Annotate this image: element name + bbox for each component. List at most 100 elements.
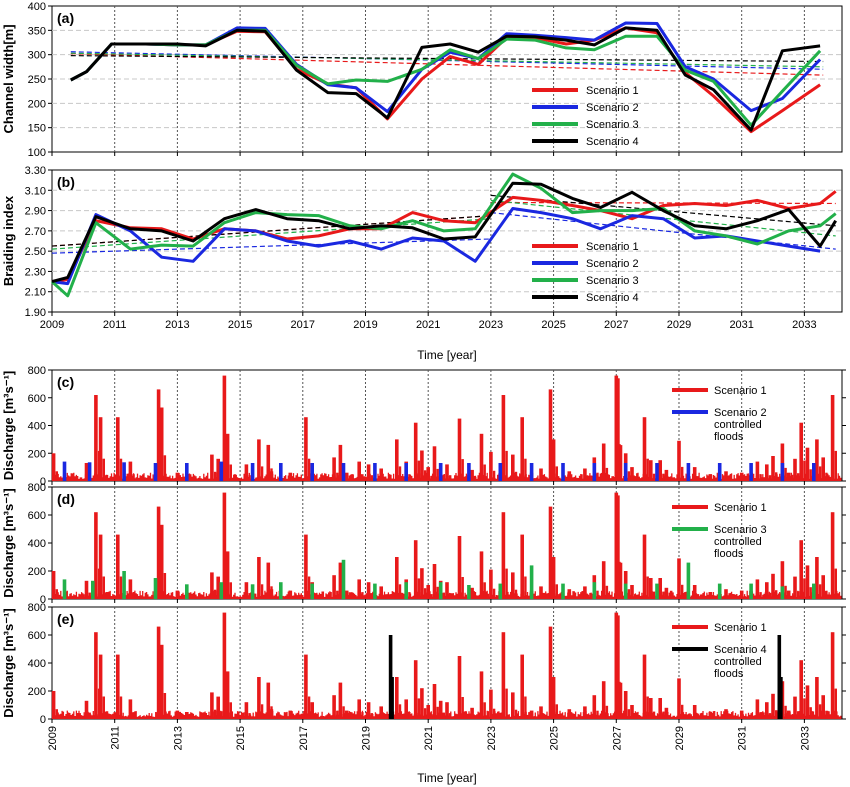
scenario1-discharge-peak-tail xyxy=(775,590,778,599)
scenario1-discharge-peak-tail xyxy=(759,592,762,599)
scenario1-discharge-peak-tail xyxy=(803,698,806,719)
panel-e-xlabel: Time [year] xyxy=(417,771,477,785)
scenario1-discharge-peak-tail xyxy=(273,477,276,481)
scenario1-discharge-peak xyxy=(332,695,336,719)
controlled-flood-bar xyxy=(91,580,95,599)
panel-b-xtick-label: 2029 xyxy=(667,319,691,331)
scenario1-discharge-peak xyxy=(304,654,308,719)
scenario1-discharge-peak-tail xyxy=(571,715,574,719)
scenario1-discharge-peak xyxy=(357,461,361,481)
scenario1-discharge-peak xyxy=(210,454,214,481)
scenario1-discharge-peak-tail xyxy=(430,594,433,599)
scenario1-discharge-peak-tail xyxy=(818,466,822,481)
scenario1-discharge-peak-tail xyxy=(132,592,135,599)
scenario1-discharge-peak-tail xyxy=(784,467,787,481)
panel-a-label: (a) xyxy=(57,10,74,26)
controlled-flood-bar xyxy=(373,583,377,599)
scenario1-discharge-peak-tail xyxy=(179,596,182,599)
controlled-flood-bar xyxy=(341,463,346,481)
scenario1-discharge-peak xyxy=(616,495,620,599)
scenario1-discharge-peak xyxy=(755,579,760,599)
panel-c-ytick-label: 400 xyxy=(28,421,46,433)
scenario1-discharge-peak xyxy=(357,579,361,599)
scenario1-discharge-peak xyxy=(266,444,271,481)
controlled-flood-bar xyxy=(185,463,189,481)
scenario1-discharge-peak-tail xyxy=(681,584,684,599)
legend-b-entry: Scenario 1 xyxy=(586,241,639,253)
scenario1-discharge-peak-tail xyxy=(417,578,421,599)
scenario1-discharge-peak-tail xyxy=(307,696,311,719)
scenario1-discharge-peak-tail xyxy=(605,585,609,599)
scenario1-discharge-peak-tail xyxy=(743,596,747,599)
panel-e-ytick-label: 600 xyxy=(28,630,46,642)
controlled-flood-bar xyxy=(529,565,534,599)
scenario1-discharge-peak-tail xyxy=(662,473,665,481)
scenario1-discharge-peak-tail xyxy=(260,584,264,599)
legend-d-entry-line3: floods xyxy=(714,548,744,560)
panel-b-xtick-label: 2011 xyxy=(103,319,127,331)
scenario1-discharge-peak-tail xyxy=(179,478,182,481)
scenario1-discharge-peak-tail xyxy=(307,458,311,481)
legend-e-entry-line2: controlled xyxy=(714,656,762,668)
scenario1-discharge-peak-tail xyxy=(768,593,772,599)
scenario1-discharge-peak-tail xyxy=(102,576,105,599)
controlled-flood-bar xyxy=(279,582,283,599)
trend-line-b-2 xyxy=(51,238,491,254)
scenario1-discharge-peak xyxy=(724,709,728,719)
scenario1-discharge-peak xyxy=(692,467,697,481)
legend-a-entry: Scenario 3 xyxy=(586,119,639,131)
scenario1-discharge-peak xyxy=(84,463,89,481)
controlled-flood-bar xyxy=(623,583,628,599)
scenario1-discharge-peak xyxy=(529,710,534,719)
scenario1-discharge-peak xyxy=(677,558,681,599)
scenario1-discharge-peak xyxy=(815,557,819,599)
scenario1-discharge-peak-tail xyxy=(442,712,446,719)
scenario1-discharge-peak xyxy=(470,707,474,719)
scenario1-discharge-peak xyxy=(821,575,825,599)
scenario1-discharge-peak xyxy=(799,660,803,719)
panel-b-xtick-label: 2033 xyxy=(792,319,816,331)
scenario1-discharge-peak xyxy=(310,702,314,719)
scenario1-discharge-peak-tail xyxy=(775,472,778,481)
controlled-flood-bar xyxy=(780,586,785,599)
scenario1-discharge-peak xyxy=(210,572,214,599)
scenario1-discharge-peak-tail xyxy=(248,593,251,599)
scenario1-discharge-peak xyxy=(793,458,797,481)
scenario1-discharge-peak xyxy=(338,682,343,719)
scenario1-discharge-peak xyxy=(548,389,553,481)
scenario1-discharge-peak-tail xyxy=(712,478,715,481)
scenario1-discharge-peak-tail xyxy=(662,591,665,599)
panel-a-ylabel: Channel width[m] xyxy=(1,24,16,133)
scenario1-discharge-peak xyxy=(51,571,56,599)
panel-e-xtick-label: 2013 xyxy=(172,726,184,750)
scenario1-discharge-peak xyxy=(649,698,653,719)
scenario1-discharge-peak-tail xyxy=(483,582,486,599)
scenario1-discharge-peak xyxy=(539,706,543,719)
scenario1-discharge-peak-tail xyxy=(307,576,311,599)
scenario1-discharge-peak-tail xyxy=(728,715,731,719)
series-line-b-scenario-2 xyxy=(51,207,821,286)
scenario1-discharge-peak xyxy=(739,710,744,719)
scenario1-discharge-peak-tail xyxy=(229,702,232,719)
scenario1-discharge-peak-tail xyxy=(398,584,402,599)
controlled-flood-bar xyxy=(250,584,255,599)
scenario1-discharge-peak xyxy=(338,444,343,481)
legend-d-entry: Scenario 1 xyxy=(714,502,767,514)
scenario1-discharge-peak xyxy=(332,575,336,599)
scenario1-discharge-peak-tail xyxy=(543,594,546,599)
scenario1-discharge-peak xyxy=(432,564,437,599)
scenario1-discharge-peak-tail xyxy=(398,466,402,481)
scenario1-discharge-peak-tail xyxy=(408,474,411,481)
scenario1-discharge-peak xyxy=(216,576,220,599)
scenario1-discharge-peak-tail xyxy=(543,714,546,719)
scenario1-discharge-peak xyxy=(457,656,462,719)
scenario1-discharge-peak xyxy=(592,695,597,719)
scenario1-discharge-peak xyxy=(520,417,524,481)
panel-d-ytick-label: 800 xyxy=(28,482,46,494)
scenario1-discharge-peak-tail xyxy=(662,711,665,719)
scenario1-discharge-peak-tail xyxy=(803,460,806,481)
scenario1-discharge-peak-tail xyxy=(55,589,58,599)
scenario1-discharge-peak-tail xyxy=(408,712,411,719)
scenario1-discharge-peak-tail xyxy=(696,476,700,481)
scenario1-discharge-peak-tail xyxy=(668,715,671,719)
